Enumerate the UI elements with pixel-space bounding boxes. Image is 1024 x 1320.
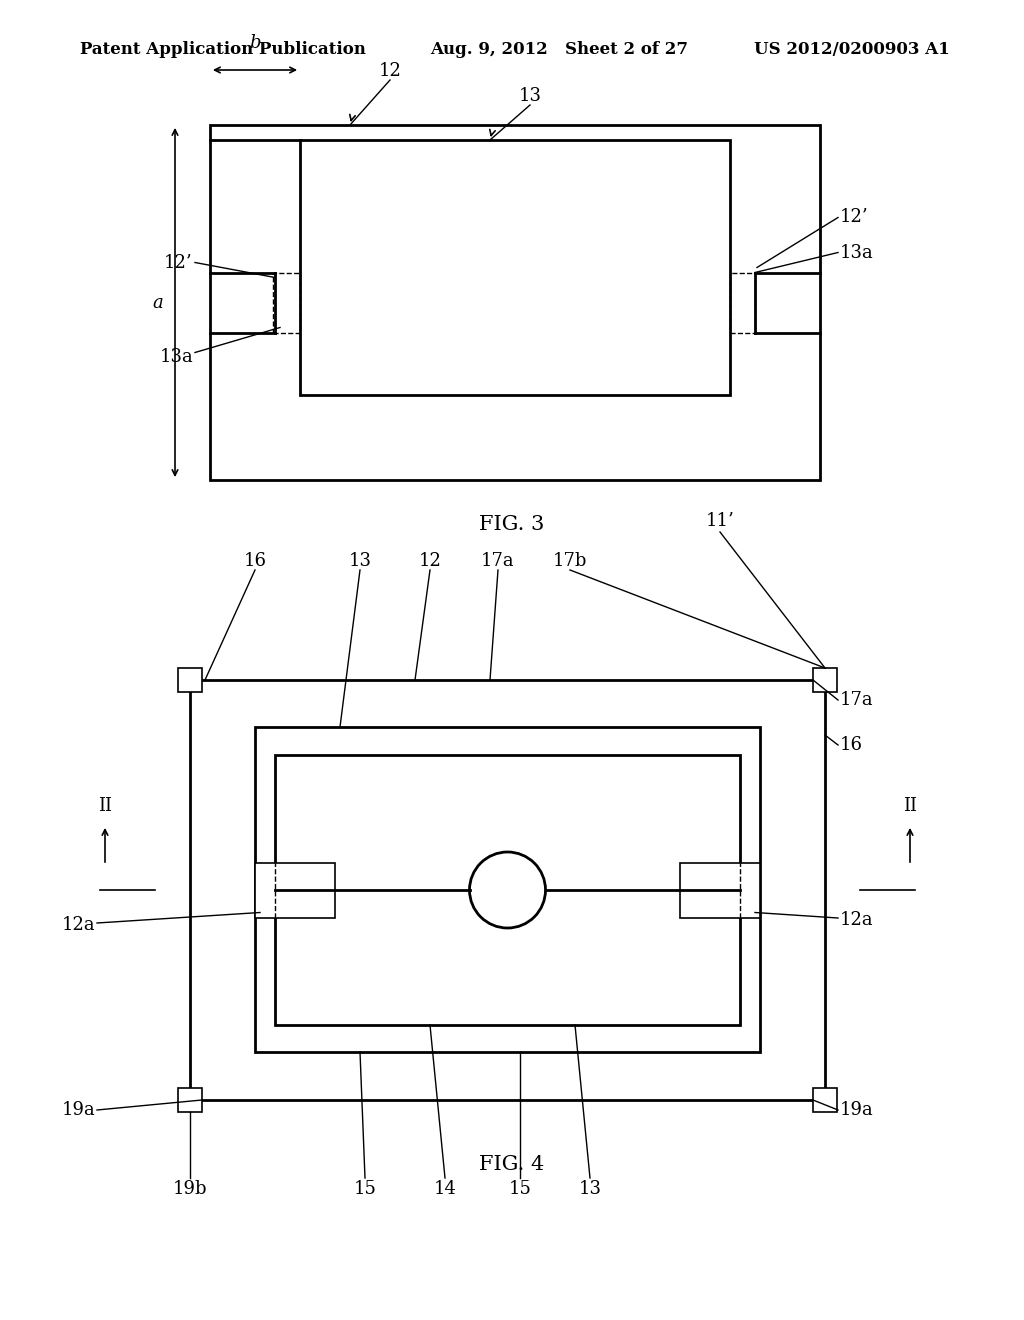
Text: 19a: 19a [840, 1101, 873, 1119]
Bar [813, 668, 837, 692]
Text: 11’: 11’ [706, 512, 734, 531]
Bar [275, 755, 740, 1026]
Text: 19b: 19b [173, 1180, 207, 1199]
Text: 19a: 19a [61, 1101, 95, 1119]
Text: 17b: 17b [553, 552, 587, 570]
Bar [178, 668, 202, 692]
Text: 12: 12 [419, 552, 441, 570]
Text: 15: 15 [353, 1180, 377, 1199]
Text: US 2012/0200903 A1: US 2012/0200903 A1 [755, 41, 950, 58]
Bar [300, 140, 730, 395]
Bar [255, 862, 335, 917]
Text: b: b [249, 34, 261, 51]
Text: Patent Application Publication: Patent Application Publication [80, 41, 366, 58]
Text: 13: 13 [348, 552, 372, 570]
Text: Aug. 9, 2012   Sheet 2 of 27: Aug. 9, 2012 Sheet 2 of 27 [430, 41, 688, 58]
Bar [210, 125, 820, 480]
Bar [680, 862, 760, 917]
Bar [730, 272, 755, 333]
Bar [813, 1088, 837, 1111]
Text: 14: 14 [433, 1180, 457, 1199]
Bar [190, 680, 825, 1100]
Text: II: II [98, 797, 112, 814]
Text: 12’: 12’ [164, 253, 193, 272]
Bar [255, 727, 760, 1052]
Bar [178, 1088, 202, 1111]
Text: 13: 13 [518, 87, 542, 106]
Text: 13a: 13a [840, 243, 873, 261]
Text: 15: 15 [509, 1180, 531, 1199]
Text: 12a: 12a [840, 911, 873, 929]
Bar [273, 272, 300, 333]
Text: 12a: 12a [61, 916, 95, 935]
Text: FIG. 3: FIG. 3 [479, 516, 545, 535]
Text: 17a: 17a [481, 552, 515, 570]
Text: 12’: 12’ [840, 209, 868, 227]
Text: 16: 16 [840, 737, 863, 754]
Text: a: a [153, 293, 163, 312]
Text: FIG. 4: FIG. 4 [479, 1155, 545, 1175]
Text: II: II [903, 797, 918, 814]
Text: 13a: 13a [160, 348, 193, 367]
Text: 16: 16 [244, 552, 266, 570]
Text: 12: 12 [379, 62, 401, 81]
Text: 13: 13 [579, 1180, 601, 1199]
Text: 17a: 17a [840, 690, 873, 709]
